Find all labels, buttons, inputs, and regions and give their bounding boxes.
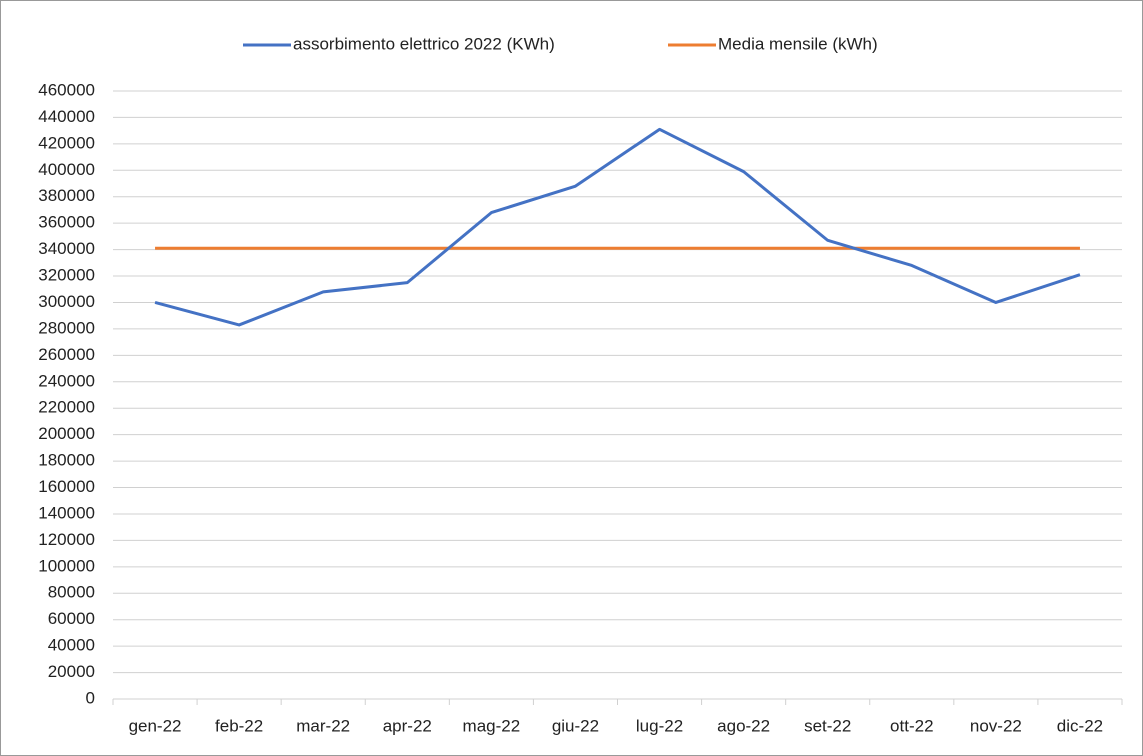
y-tick-label: 360000 — [38, 213, 95, 232]
y-tick-label: 60000 — [48, 609, 95, 628]
y-tick-label: 180000 — [38, 451, 95, 470]
x-tick-label: apr-22 — [383, 716, 432, 735]
y-tick-label: 40000 — [48, 636, 95, 655]
y-tick-label: 300000 — [38, 292, 95, 311]
y-tick-label: 340000 — [38, 239, 95, 258]
x-tick-label: nov-22 — [970, 716, 1022, 735]
y-tick-label: 240000 — [38, 371, 95, 390]
legend-label: assorbimento elettrico 2022 (KWh) — [293, 34, 555, 53]
y-tick-label: 120000 — [38, 530, 95, 549]
y-tick-label: 80000 — [48, 583, 95, 602]
y-tick-label: 280000 — [38, 318, 95, 337]
y-tick-label: 140000 — [38, 503, 95, 522]
y-tick-label: 440000 — [38, 107, 95, 126]
x-tick-label: dic-22 — [1057, 716, 1103, 735]
x-tick-label: set-22 — [804, 716, 851, 735]
y-tick-label: 260000 — [38, 345, 95, 364]
x-tick-label: ott-22 — [890, 716, 933, 735]
x-tick-label: mag-22 — [463, 716, 521, 735]
x-tick-label: ago-22 — [717, 716, 770, 735]
y-tick-label: 220000 — [38, 398, 95, 417]
y-tick-label: 100000 — [38, 556, 95, 575]
y-tick-label: 420000 — [38, 133, 95, 152]
y-tick-label: 160000 — [38, 477, 95, 496]
y-tick-label: 460000 — [38, 80, 95, 99]
x-tick-label: lug-22 — [636, 716, 683, 735]
y-tick-label: 0 — [86, 688, 95, 707]
y-tick-label: 20000 — [48, 662, 95, 681]
x-tick-label: gen-22 — [129, 716, 182, 735]
x-tick-label: mar-22 — [296, 716, 350, 735]
data-line — [154, 127, 1081, 327]
y-tick-label: 380000 — [38, 186, 95, 205]
y-tick-label: 320000 — [38, 266, 95, 285]
x-tick-label: giu-22 — [552, 716, 599, 735]
y-tick-label: 200000 — [38, 424, 95, 443]
x-tick-label: feb-22 — [215, 716, 263, 735]
y-tick-label: 400000 — [38, 160, 95, 179]
legend-label: Media mensile (kWh) — [718, 34, 878, 53]
